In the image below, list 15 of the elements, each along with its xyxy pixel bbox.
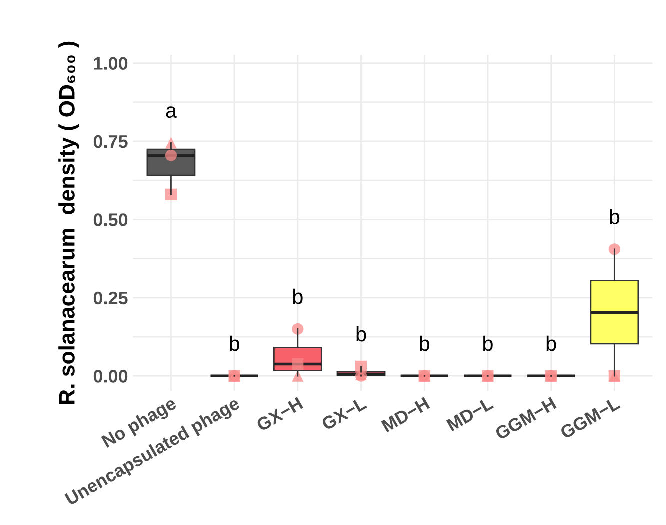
annotation: b	[546, 336, 556, 352]
annotation: b	[230, 336, 240, 352]
x-tick-label: GX−L	[320, 396, 368, 431]
y-tick-label: 0.25	[94, 292, 128, 305]
y-tick-label: 0.50	[94, 214, 128, 226]
y-tick-label: 0.75	[94, 135, 128, 148]
y-axis-title: R. solanacearum density ( OD₆₀₀ )	[58, 42, 80, 404]
annotation: b	[293, 288, 303, 304]
y-tick-label: 1.00	[94, 57, 128, 70]
annotation: a	[166, 106, 178, 118]
text: 0.00	[94, 370, 128, 383]
annotation: b	[356, 326, 366, 342]
annotation: b	[610, 209, 620, 224]
annotation: b	[484, 336, 493, 352]
annotation: b	[420, 336, 430, 352]
